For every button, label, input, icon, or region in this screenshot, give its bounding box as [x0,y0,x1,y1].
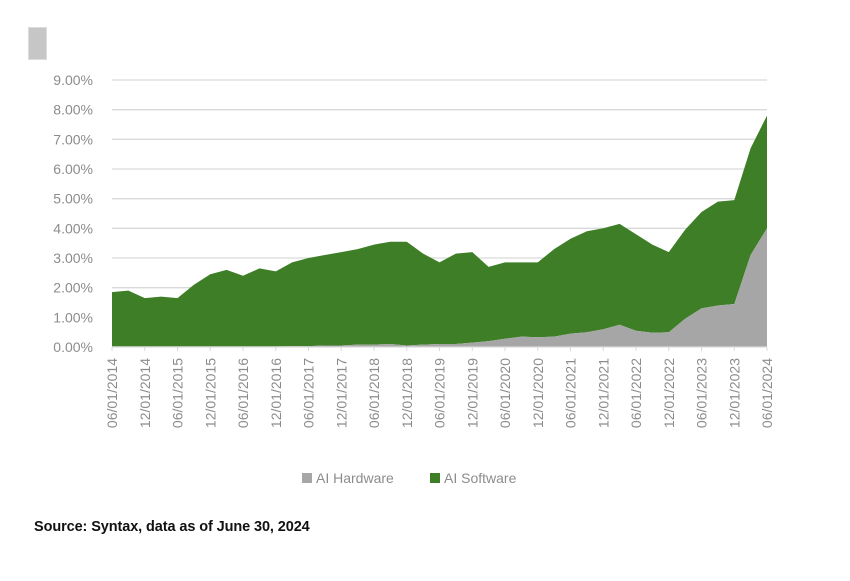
y-tick-label: 8.00% [53,102,93,118]
y-tick-label: 2.00% [53,280,93,296]
y-tick-label: 5.00% [53,191,93,207]
x-tick-label: 06/01/2014 [104,358,120,428]
x-tick-label: 12/01/2016 [268,358,284,428]
x-tick-label: 06/01/2022 [628,358,644,428]
x-tick-label: 06/01/2017 [301,358,317,428]
x-tick-label: 06/01/2020 [497,358,513,428]
x-tick-label: 06/01/2015 [170,358,186,428]
legend-software-swatch [430,473,440,483]
x-tick-label: 12/01/2023 [726,358,742,428]
legend-software-label: AI Software [444,470,517,486]
x-axis-tick-labels: 06/01/2014 12/01/2014 06/01/2015 12/01/2015… [104,347,775,428]
x-tick-label: 12/01/2020 [530,358,546,428]
y-tick-label: 4.00% [53,220,93,236]
y-tick-label: 0.00% [53,339,93,355]
x-tick-label: 12/01/2015 [202,358,218,428]
x-tick-label: 06/01/2024 [759,358,775,428]
corner-marker [28,27,47,60]
x-tick-label: 12/01/2022 [661,358,677,428]
x-tick-label: 12/01/2017 [333,358,349,428]
y-tick-label: 7.00% [53,131,93,147]
y-axis-tick-labels: 0.00% 1.00% 2.00% 3.00% 4.00% 5.00% 6.00% 7.00%… [53,72,93,355]
x-tick-label: 12/01/2014 [137,358,153,428]
stacked-area-chart: 0.00% 1.00% 2.00% 3.00% 4.00% 5.00% 6.00% 7.00%… [53,72,775,486]
x-tick-label: 12/01/2021 [595,358,611,428]
legend-hardware-label: AI Hardware [316,470,394,486]
x-tick-label: 06/01/2018 [366,358,382,428]
source-note: Source: Syntax, data as of June 30, 2024 [34,519,310,535]
x-tick-label: 12/01/2018 [399,358,415,428]
ai-hardware-area [112,228,767,347]
x-tick-label: 12/01/2019 [464,358,480,428]
legend: AI Hardware AI Software [302,470,517,486]
y-tick-label: 1.00% [53,309,93,325]
legend-hardware-swatch [302,473,312,483]
x-tick-label: 06/01/2023 [694,358,710,428]
x-tick-label: 06/01/2016 [235,358,251,428]
x-tick-label: 06/01/2019 [432,358,448,428]
y-tick-label: 6.00% [53,161,93,177]
y-tick-label: 9.00% [53,72,93,88]
ai-software-area [112,115,767,347]
x-tick-label: 06/01/2021 [563,358,579,428]
y-tick-label: 3.00% [53,250,93,266]
